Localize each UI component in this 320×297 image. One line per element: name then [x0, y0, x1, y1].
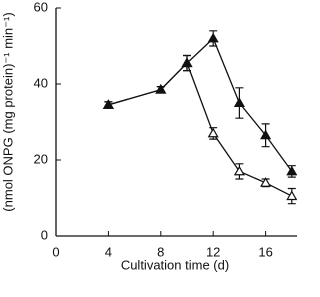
data-point	[260, 177, 272, 187]
x-tick-label: 0	[52, 244, 59, 259]
y-tick-label: 60	[34, 0, 48, 14]
x-tick-label: 16	[258, 244, 272, 259]
x-tick-label: 12	[206, 244, 220, 259]
data-point	[286, 190, 297, 201]
data-point	[181, 57, 193, 68]
y-tick-label: 20	[34, 151, 48, 166]
x-tick-label: 4	[105, 244, 112, 259]
data-point	[233, 165, 245, 176]
chart: Cultivation time (d) (nmol ONPG (mg prot…	[0, 0, 297, 272]
y-tick-label: 40	[34, 75, 48, 90]
y-tick-label: 0	[41, 227, 48, 242]
x-axis-title: Cultivation time (d)	[121, 257, 229, 272]
data-point	[102, 99, 114, 109]
series-line	[108, 61, 293, 197]
data-point	[207, 127, 219, 138]
data-point	[155, 83, 167, 94]
x-tick-label: 8	[157, 244, 164, 259]
data-point	[286, 165, 297, 176]
data-point	[260, 129, 272, 140]
data-point	[233, 97, 245, 107]
series-line	[108, 37, 293, 172]
y-axis-title: (nmol ONPG (mg protein)⁻¹ min⁻¹)	[0, 12, 15, 211]
data-point	[207, 32, 219, 43]
